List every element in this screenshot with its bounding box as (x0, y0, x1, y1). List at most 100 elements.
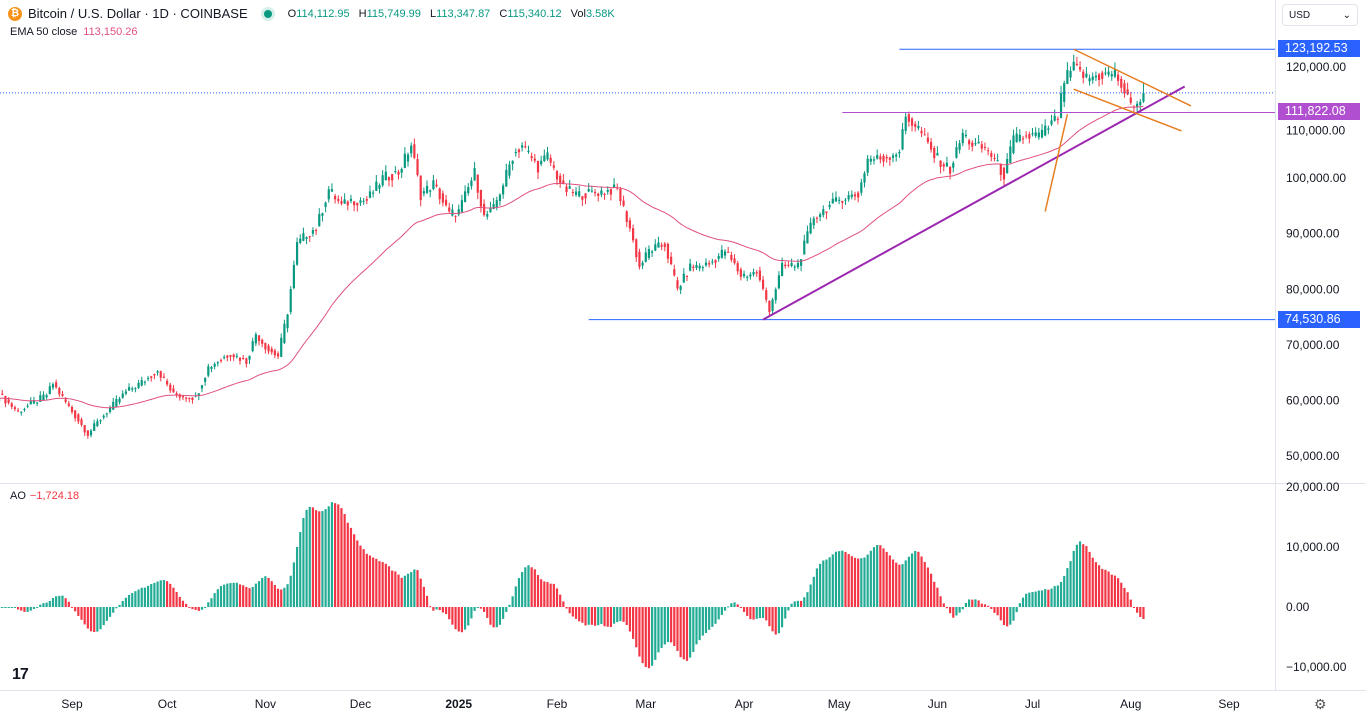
ao-bar (1104, 569, 1107, 607)
candle-body (952, 163, 955, 168)
ema-legend[interactable]: EMA 50 close 113,150.26 (10, 26, 138, 38)
candle-body (635, 239, 638, 258)
candle-body (467, 187, 470, 194)
ao-bar (673, 607, 676, 647)
candle-body (451, 209, 454, 216)
candle-body (708, 263, 711, 265)
candle-body (327, 189, 330, 200)
candle-body (1012, 135, 1015, 154)
ao-bar (448, 607, 451, 620)
ao-bar (1069, 561, 1072, 607)
ao-bar (48, 600, 51, 607)
symbol-header: ₿ Bitcoin / U.S. Dollar · 1D · COINBASE … (8, 6, 621, 21)
chevron-down-icon: ⌄ (1342, 10, 1351, 21)
ao-bar (140, 587, 143, 607)
tradingview-logo[interactable]: 17 (12, 666, 29, 683)
ao-bar (58, 595, 61, 607)
ao-bar (115, 607, 118, 609)
ao-bar (26, 607, 29, 612)
candle-body (337, 199, 340, 201)
ao-bar (99, 607, 102, 630)
ao-bar (961, 607, 964, 610)
ao-bar (825, 559, 828, 607)
ao-bar (1044, 589, 1047, 607)
ao-bar (755, 607, 758, 619)
ao-bar (391, 570, 394, 607)
ao-bar (454, 607, 457, 630)
ao-bar (663, 607, 666, 645)
candle-body (96, 421, 99, 427)
ao-bar (917, 551, 920, 607)
ao-bar (498, 607, 502, 625)
ao-bar (1053, 586, 1056, 607)
ao-bar (809, 584, 812, 607)
time-tick-label: Feb (547, 697, 568, 711)
candle-body (593, 191, 597, 193)
candle-body (549, 157, 552, 163)
candle-body (857, 192, 860, 198)
ao-bar (514, 586, 517, 607)
ao-bar (774, 607, 777, 635)
ao-bar (394, 571, 397, 607)
ao-tick-label: 20,000.00 (1286, 480, 1340, 494)
settings-icon[interactable]: ⚙ (1314, 696, 1327, 712)
candle-body (787, 264, 790, 266)
ema-line (0, 105, 1144, 409)
candle-body (162, 376, 166, 378)
ao-bar (771, 607, 774, 632)
ao-bar (166, 581, 169, 607)
candle-body (207, 366, 210, 376)
candle-body (704, 262, 708, 266)
ao-bar (416, 570, 419, 607)
ao-bar (543, 581, 546, 607)
candle-body (907, 114, 910, 122)
candle-body (232, 354, 235, 358)
candle-body (987, 150, 990, 152)
ao-bar (185, 603, 188, 607)
ao-bar (444, 607, 448, 615)
candle-body (793, 266, 796, 268)
ao-bar (425, 595, 429, 607)
volume-value: 3.58K (585, 7, 615, 20)
ao-bar (993, 607, 996, 613)
ao-bar (276, 588, 280, 607)
ao-bar (666, 607, 670, 643)
ao-bar (593, 607, 597, 626)
symbol-title[interactable]: Bitcoin / U.S. Dollar · 1D · COINBASE (28, 6, 248, 21)
ao-bar (603, 607, 606, 627)
candle-body (137, 382, 140, 388)
candle-body (1037, 132, 1040, 138)
low-value: 113,347.87 (436, 7, 491, 20)
candle-body (682, 273, 685, 283)
ao-bar (901, 564, 904, 607)
currency-select[interactable]: USD ⌄ (1282, 4, 1358, 26)
ao-bar (739, 607, 742, 608)
price-tick-label: 50,000.00 (1286, 449, 1340, 463)
candle-body (612, 184, 616, 188)
ao-bar (555, 588, 559, 607)
flag-lower-line (1073, 88, 1182, 132)
ao-bar (803, 597, 806, 607)
ao-bar (156, 581, 159, 607)
candle-body (1025, 135, 1028, 137)
ao-bar (895, 562, 898, 607)
candle-body (866, 158, 869, 173)
time-tick-label: Sep (61, 697, 83, 711)
ao-bar (216, 589, 219, 607)
candle-body (118, 398, 121, 403)
ao-bar (232, 582, 235, 607)
ao-bar (419, 578, 422, 607)
trendline (762, 85, 1186, 321)
candle-body (644, 252, 647, 262)
ao-bar (704, 607, 708, 633)
ao-bar (1037, 590, 1040, 607)
ao-legend[interactable]: AO −1,724.18 (10, 490, 79, 502)
candle-body (606, 189, 609, 192)
candle-body (1006, 159, 1009, 173)
ao-bar (974, 599, 977, 607)
ao-bar (356, 540, 359, 607)
ao-bar (692, 607, 695, 652)
ao-bar (590, 607, 593, 625)
ao-bar (676, 607, 679, 651)
